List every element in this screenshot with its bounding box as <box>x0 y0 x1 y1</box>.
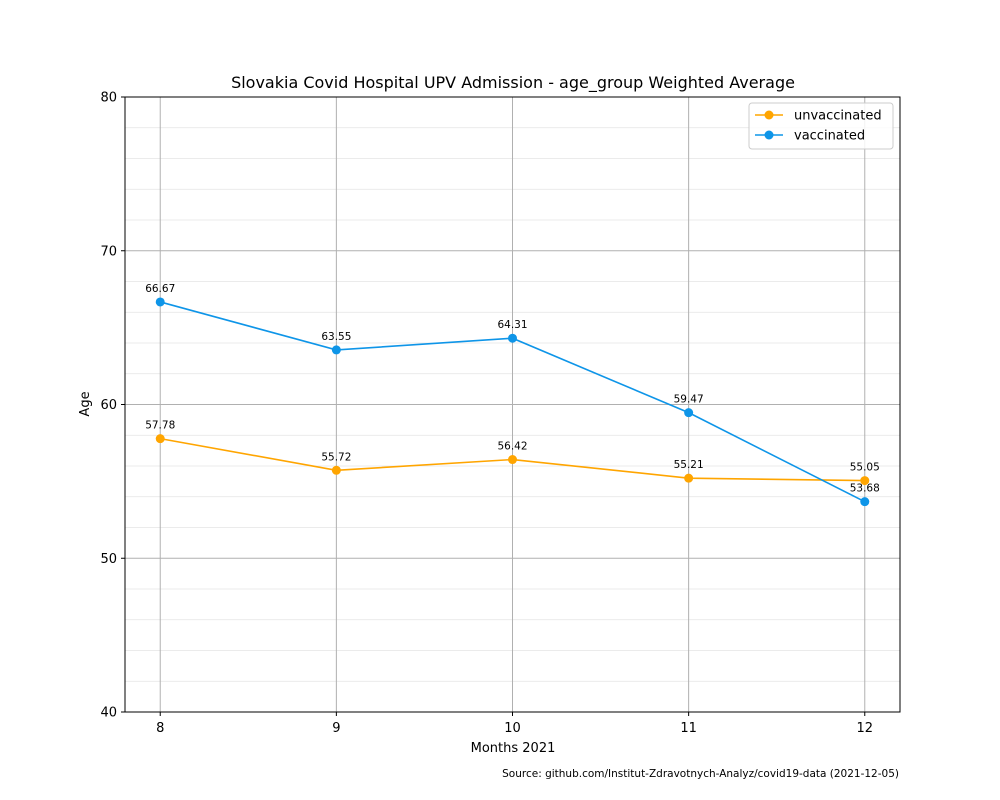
data-label-vaccinated: 63.55 <box>321 331 351 343</box>
data-label-unvaccinated: 55.72 <box>321 451 351 463</box>
data-point-unvaccinated <box>508 455 517 465</box>
data-point-vaccinated <box>508 333 517 343</box>
x-tick-label: 8 <box>156 721 164 736</box>
data-label-vaccinated: 66.67 <box>145 283 175 295</box>
data-label-unvaccinated: 55.05 <box>850 462 880 474</box>
x-tick-label: 12 <box>856 721 873 736</box>
y-axis-label: Age <box>78 391 93 416</box>
x-tick-label: 9 <box>332 721 340 736</box>
y-tick-label: 80 <box>100 91 117 106</box>
chart-title: Slovakia Covid Hospital UPV Admission - … <box>231 73 795 93</box>
legend-vaccinated-marker <box>764 130 774 140</box>
data-label-vaccinated: 64.31 <box>497 319 527 331</box>
legend-unvaccinated-label: unvaccinated <box>794 109 882 124</box>
series-layer <box>155 297 870 507</box>
data-point-unvaccinated <box>155 434 165 444</box>
data-point-unvaccinated <box>860 476 870 486</box>
legend-unvaccinated-marker <box>764 110 774 120</box>
data-point-vaccinated <box>684 408 694 418</box>
data-point-unvaccinated <box>331 465 341 475</box>
legend-vaccinated-label: vaccinated <box>794 129 865 144</box>
data-point-vaccinated <box>331 345 341 355</box>
data-labels-layer: 57.78 55.72 56.42 55.21 55.05 66.67 63.55 64.31… <box>145 283 880 495</box>
data-label-unvaccinated: 55.21 <box>674 459 704 471</box>
data-point-unvaccinated <box>684 473 694 483</box>
x-axis-label: Months 2021 <box>471 741 556 756</box>
data-point-vaccinated <box>860 497 870 507</box>
data-label-vaccinated: 59.47 <box>674 394 704 406</box>
data-label-unvaccinated: 57.78 <box>145 420 175 432</box>
y-tick-label: 70 <box>100 244 117 259</box>
source-note: Source: github.com/Institut-Zdravotnych-… <box>502 768 899 780</box>
legend: unvaccinated vaccinated <box>748 102 894 150</box>
y-tick-label: 40 <box>100 706 117 721</box>
x-tick-label: 11 <box>680 721 697 736</box>
y-tick-label: 60 <box>100 398 117 413</box>
data-label-unvaccinated: 56.42 <box>497 441 527 453</box>
data-point-vaccinated <box>155 297 165 307</box>
legend-box <box>748 102 894 150</box>
y-tick-label: 50 <box>100 552 117 567</box>
grid-layer <box>125 96 900 713</box>
data-label-vaccinated: 53.68 <box>850 483 880 495</box>
x-tick-label: 10 <box>504 721 521 736</box>
ticks-layer: 40 50 60 70 80 8 9 10 11 12 <box>100 91 873 737</box>
